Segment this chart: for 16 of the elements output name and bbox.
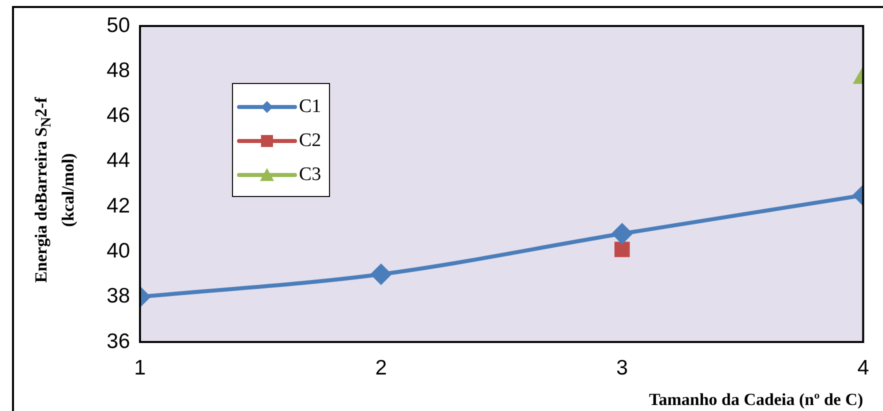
x-axis-title: Tamanho da Cadeia (nº de C) <box>648 390 864 410</box>
x-tick-label: 4 <box>857 356 870 380</box>
legend-label: C2 <box>299 130 322 152</box>
y-tick-label: 46 <box>106 104 130 128</box>
legend-label: C3 <box>299 164 322 186</box>
y-tick-label: 40 <box>106 240 130 263</box>
legend-label: C1 <box>299 96 322 118</box>
x-tick-label: 1 <box>134 356 146 380</box>
y-tick-label: 38 <box>106 284 130 308</box>
y-tick-label: 48 <box>106 58 130 82</box>
y-tick-label: 36 <box>106 330 130 353</box>
y-tick-label: 50 <box>106 14 130 37</box>
x-tick-label: 3 <box>616 356 628 380</box>
y-tick-label: 42 <box>106 194 130 218</box>
x-tick-label: 2 <box>375 356 387 380</box>
y-tick-label: 44 <box>106 149 130 172</box>
